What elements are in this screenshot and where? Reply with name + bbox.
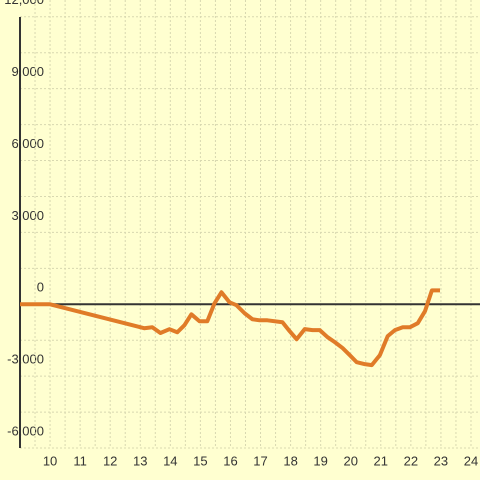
x-tick-label: 18 — [283, 453, 297, 468]
x-tick-label: 14 — [163, 453, 177, 468]
x-tick-label: 21 — [374, 453, 388, 468]
y-tick-label: 9,000 — [11, 64, 44, 79]
y-tick-label: 6,000 — [11, 136, 44, 151]
y-tick-label: 3,000 — [11, 208, 44, 223]
x-tick-label: 16 — [223, 453, 237, 468]
x-tick-label: 24 — [464, 453, 478, 468]
x-tick-label: 22 — [404, 453, 418, 468]
x-tick-label: 19 — [313, 453, 327, 468]
y-tick-label: 12,000 — [4, 0, 44, 7]
x-tick-label: 11 — [73, 453, 87, 468]
y-tick-label: 0 — [37, 280, 44, 295]
x-tick-label: 20 — [343, 453, 357, 468]
x-tick-label: 13 — [133, 453, 147, 468]
x-tick-label: 17 — [253, 453, 267, 468]
x-tick-label: 15 — [193, 453, 207, 468]
y-tick-label: -6,000 — [7, 423, 44, 438]
x-tick-label: 12 — [103, 453, 117, 468]
y-tick-label: -3,000 — [7, 352, 44, 367]
x-tick-label: 23 — [434, 453, 448, 468]
x-tick-label: 10 — [43, 453, 57, 468]
line — [20, 288, 441, 368]
